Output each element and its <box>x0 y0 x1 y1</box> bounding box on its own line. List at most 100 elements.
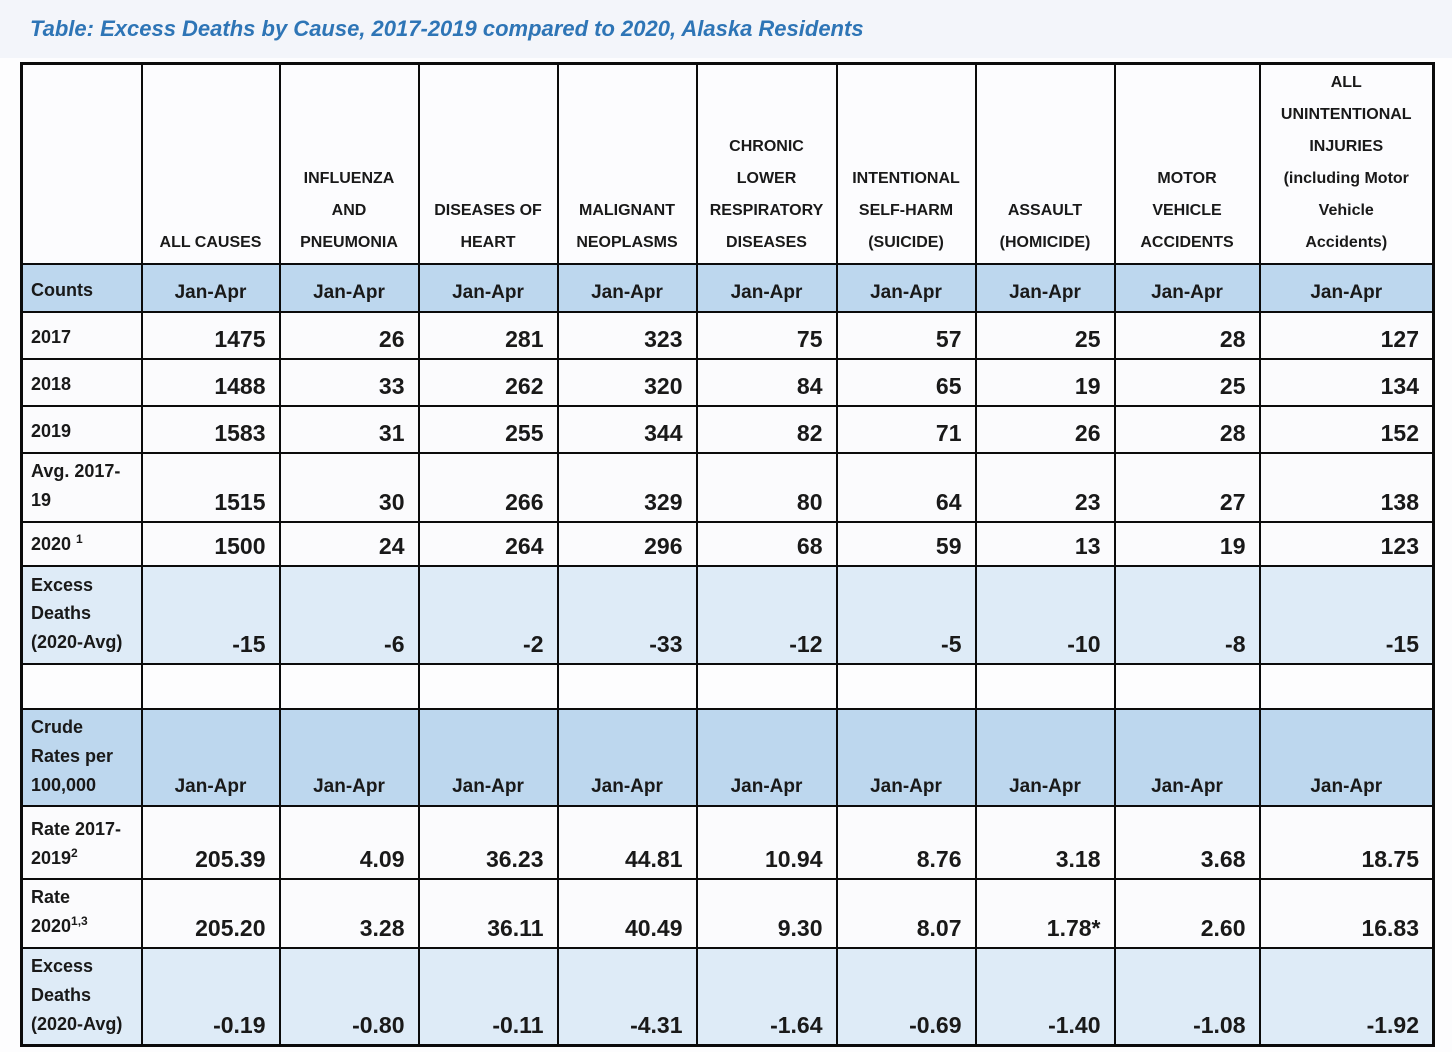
data-cell: 255 <box>417 405 559 454</box>
data-cell: 296 <box>556 521 698 567</box>
data-cell: 23 <box>974 452 1116 523</box>
data-cell: 19 <box>1113 521 1261 567</box>
data-cell: 59 <box>835 521 977 567</box>
data-cell: 28 <box>1113 405 1261 454</box>
band-cell: Jan-Apr <box>556 263 698 313</box>
row-label: Avg. 2017- 19 <box>20 452 143 523</box>
spacer-cell <box>278 663 420 710</box>
data-cell: 27 <box>1113 452 1261 523</box>
data-cell: 1488 <box>140 358 281 407</box>
data-cell: 26 <box>278 311 420 360</box>
data-cell: -1.08 <box>1113 946 1261 1047</box>
data-cell: 138 <box>1258 452 1435 523</box>
spacer-row <box>20 663 1435 710</box>
data-cell: 25 <box>974 311 1116 360</box>
data-cell: -10 <box>974 565 1116 665</box>
row-label: 2020 1 <box>20 521 143 567</box>
band-cell: Jan-Apr <box>556 707 698 808</box>
table-body: Counts Jan-Apr Jan-Apr Jan-Apr Jan-Apr Jan-Ap… <box>20 263 1435 1047</box>
band-cell: Jan-Apr <box>1258 707 1435 808</box>
data-cell: 57 <box>835 311 977 360</box>
data-cell: 205.39 <box>140 805 281 881</box>
data-cell: -8 <box>1113 565 1261 665</box>
data-cell: -1.92 <box>1258 946 1435 1047</box>
data-cell: 44.81 <box>556 805 698 881</box>
excess-deaths-table: ALL CAUSES INFLUENZA AND PNEUMONIA DISEASE… <box>20 62 1435 1048</box>
table-row: Excess Deaths (2020-Avg) -15 -6 -2 -33 -12 -5-… <box>20 565 1435 665</box>
data-cell: 84 <box>695 358 838 407</box>
data-cell: 1475 <box>140 311 281 360</box>
data-cell: 2.60 <box>1113 878 1261 949</box>
column-header: INFLUENZA AND PNEUMONIA <box>278 62 420 265</box>
spacer-cell <box>556 663 698 710</box>
data-cell: 10.94 <box>695 805 838 881</box>
data-cell: 266 <box>417 452 559 523</box>
band-cell: Jan-Apr <box>417 707 559 808</box>
band-cell: Jan-Apr <box>278 707 420 808</box>
band-cell: Jan-Apr <box>835 707 977 808</box>
table-row: Rate 20201,3 205.20 3.28 36.11 40.49 9.30 8.07… <box>20 878 1435 949</box>
data-cell: -0.80 <box>278 946 420 1047</box>
table-row: 2019 1583 31 255 344 82 71 26 28 152 <box>20 405 1435 454</box>
data-cell: 262 <box>417 358 559 407</box>
band-cell: Jan-Apr <box>140 707 281 808</box>
page-title: Table: Excess Deaths by Cause, 2017-2019… <box>30 16 864 41</box>
data-cell: 36.11 <box>417 878 559 949</box>
table-head: ALL CAUSES INFLUENZA AND PNEUMONIA DISEASE… <box>20 62 1435 265</box>
data-cell: 80 <box>695 452 838 523</box>
footnote-superscript: 1,3 <box>71 914 88 929</box>
spacer-cell <box>140 663 281 710</box>
column-header: INTENTIONAL SELF-HARM (SUICIDE) <box>835 62 977 265</box>
row-label-text: 2017 <box>31 327 72 348</box>
data-cell: 1.78* <box>974 878 1116 949</box>
row-label: Rate 2017- 20192 <box>20 805 143 881</box>
spacer-cell <box>974 663 1116 710</box>
data-cell: -6 <box>278 565 420 665</box>
data-cell: 75 <box>695 311 838 360</box>
data-cell: 4.09 <box>278 805 420 881</box>
data-cell: 3.28 <box>278 878 420 949</box>
band-cell: Jan-Apr <box>417 263 559 313</box>
data-cell: 40.49 <box>556 878 698 949</box>
data-cell: 16.83 <box>1258 878 1435 949</box>
row-label-text: Rate 2020 <box>31 887 72 937</box>
data-cell: 68 <box>695 521 838 567</box>
band-cell: Jan-Apr <box>140 263 281 313</box>
data-cell: 8.76 <box>835 805 977 881</box>
band-row: Crude Rates per 100,000 Jan-Apr Jan-Apr Jan… <box>20 707 1435 808</box>
row-label: 2019 <box>20 405 143 454</box>
title-band <box>0 0 1452 58</box>
table-row: 2020 1 1500 24 264 296 68 59 13 19 123 <box>20 521 1435 567</box>
row-label: Excess Deaths (2020-Avg) <box>20 946 143 1047</box>
data-cell: 320 <box>556 358 698 407</box>
spacer-cell <box>835 663 977 710</box>
data-cell: 329 <box>556 452 698 523</box>
data-cell: 152 <box>1258 405 1435 454</box>
table-row: 2017 1475 26 281 323 75 57 25 28 127 <box>20 311 1435 360</box>
header-row: ALL CAUSES INFLUENZA AND PNEUMONIA DISEASE… <box>20 62 1435 265</box>
band-cell: Jan-Apr <box>695 707 838 808</box>
row-label-text: Avg. 2017- 19 <box>31 461 121 511</box>
band-cell: Jan-Apr <box>278 263 420 313</box>
column-header: DISEASES OF HEART <box>417 62 559 265</box>
section-band-label: Counts <box>20 263 143 313</box>
footnote-superscript: 1 <box>76 532 83 547</box>
data-cell: 33 <box>278 358 420 407</box>
band-cell: Jan-Apr <box>974 707 1116 808</box>
data-cell: 134 <box>1258 358 1435 407</box>
data-cell: 82 <box>695 405 838 454</box>
data-cell: 19 <box>974 358 1116 407</box>
row-label: Rate 20201,3 <box>20 878 143 949</box>
row-label-text: 2020 <box>31 534 77 555</box>
table-row: Excess Deaths (2020-Avg) -0.19 -0.80 -0.11-… <box>20 946 1435 1047</box>
section-band-label: Crude Rates per 100,000 <box>20 707 143 808</box>
data-cell: -1.64 <box>695 946 838 1047</box>
corner-cell <box>20 62 143 265</box>
data-cell: 26 <box>974 405 1116 454</box>
data-cell: 205.20 <box>140 878 281 949</box>
data-cell: -1.40 <box>974 946 1116 1047</box>
data-cell: 3.68 <box>1113 805 1261 881</box>
footnote-superscript: 2 <box>71 845 78 860</box>
data-cell: 1515 <box>140 452 281 523</box>
data-cell: 9.30 <box>695 878 838 949</box>
